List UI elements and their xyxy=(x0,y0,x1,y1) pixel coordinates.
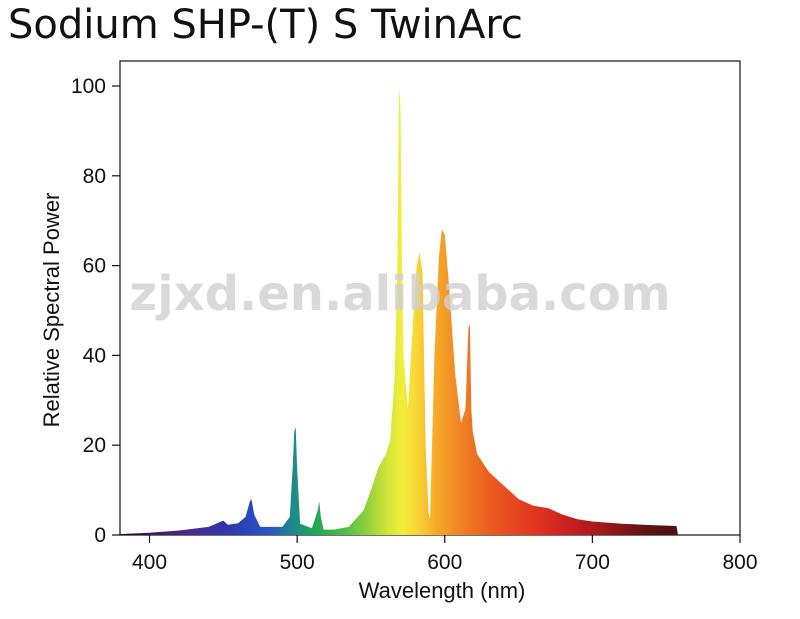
y-axis: 0 20 40 60 80 100 xyxy=(71,75,120,547)
x-axis: 400 500 600 700 800 xyxy=(132,535,758,574)
chart-title: Sodium SHP-(T) S TwinArc xyxy=(8,2,523,48)
y-tick-label: 100 xyxy=(71,75,106,98)
y-axis-label: Relative Spectral Power xyxy=(39,193,64,428)
spectrum-area xyxy=(120,86,678,535)
x-tick-label: 500 xyxy=(280,551,315,574)
x-tick-label: 400 xyxy=(132,551,167,574)
watermark-text: zjxd.en.alibaba.com xyxy=(129,266,670,322)
x-tick-label: 700 xyxy=(575,551,610,574)
y-tick-label: 0 xyxy=(94,524,106,547)
y-tick-label: 80 xyxy=(83,165,106,188)
y-tick-label: 20 xyxy=(83,434,106,457)
x-axis-label: Wavelength (nm) xyxy=(359,578,526,603)
y-tick-label: 60 xyxy=(83,255,106,278)
x-tick-label: 600 xyxy=(427,551,462,574)
y-tick-label: 40 xyxy=(83,344,106,367)
x-tick-label: 800 xyxy=(722,551,757,574)
